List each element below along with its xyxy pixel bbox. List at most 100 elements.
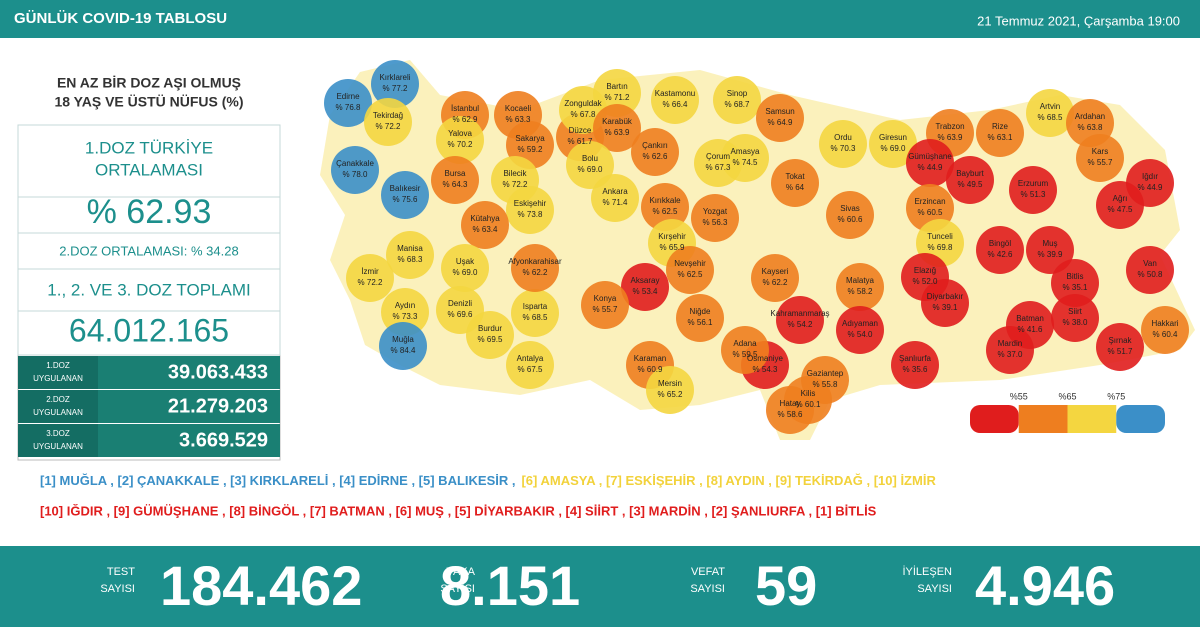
province-name: Adana xyxy=(733,339,757,348)
province xyxy=(641,183,689,231)
province xyxy=(766,386,814,434)
province-value: % 55.7 xyxy=(593,305,618,314)
panel-box xyxy=(17,310,281,356)
stat-label: SAYISI xyxy=(100,583,135,595)
dose-value: 39.063.433 xyxy=(168,361,268,383)
province-name: Kütahya xyxy=(470,214,500,223)
province-value: % 44.9 xyxy=(918,163,943,172)
province-name: Bursa xyxy=(445,169,466,178)
province-name: Kastamonu xyxy=(655,89,695,98)
province xyxy=(506,341,554,389)
province-value: % 39.9 xyxy=(1038,250,1063,259)
province-value: % 71.2 xyxy=(605,93,630,102)
legend-label: %65 xyxy=(1058,391,1076,401)
province-value: % 41.6 xyxy=(1018,325,1043,334)
stat-value: 59 xyxy=(755,554,817,617)
province-name: Ankara xyxy=(602,187,628,196)
province-value: % 68.5 xyxy=(1038,113,1063,122)
province-value: % 69.0 xyxy=(881,144,906,153)
province xyxy=(346,254,394,302)
province-name: Bitlis xyxy=(1067,272,1084,281)
province-value: % 39.1 xyxy=(933,303,958,312)
province-name: Bartın xyxy=(606,82,627,91)
province-name: Hatay xyxy=(780,399,801,408)
total-label: 1., 2. VE 3. DOZ TOPLAMI xyxy=(47,280,250,299)
province-name: Tokat xyxy=(785,172,805,181)
province xyxy=(324,79,372,127)
province-value: % 69.0 xyxy=(453,268,478,277)
header-title: GÜNLÜK COVID-19 TABLOSU xyxy=(14,10,227,27)
province-name: Zonguldak xyxy=(564,99,602,108)
province-value: % 84.4 xyxy=(391,346,416,355)
province xyxy=(946,156,994,204)
province xyxy=(379,322,427,370)
province-name: Bolu xyxy=(582,154,598,163)
province-value: % 35.1 xyxy=(1063,283,1088,292)
province-value: % 71.4 xyxy=(603,198,628,207)
province-name: Çanakkale xyxy=(336,159,374,168)
province-name: Rize xyxy=(992,122,1009,131)
header-bar xyxy=(0,0,1200,38)
province-value: % 62.2 xyxy=(523,268,548,277)
province-value: % 64 xyxy=(786,183,805,192)
province-name: İzmir xyxy=(361,267,379,276)
province-name: Tunceli xyxy=(927,232,953,241)
province-name: Diyarbakır xyxy=(927,292,964,301)
province xyxy=(906,139,954,187)
province-value: % 68.3 xyxy=(398,255,423,264)
province-name: Tekirdağ xyxy=(373,111,403,120)
province-name: Balıkesir xyxy=(390,184,421,193)
province xyxy=(713,76,761,124)
province-value: % 60.5 xyxy=(918,208,943,217)
province xyxy=(381,288,429,336)
province-name: Van xyxy=(1143,259,1157,268)
ranking-first: [1] MUĞLA , [2] ÇANAKKALE , [3] KIRKLARE… xyxy=(40,473,515,488)
dose-label-bg xyxy=(18,390,98,423)
province-value: % 59.5 xyxy=(733,350,758,359)
province xyxy=(581,281,629,329)
province-value: % 63.1 xyxy=(988,133,1013,142)
province-name: Isparta xyxy=(523,302,548,311)
province-name: Amasya xyxy=(731,147,760,156)
dose-label: 1.DOZ xyxy=(46,361,70,370)
province-value: % 47.5 xyxy=(1108,205,1133,214)
province-name: Elazığ xyxy=(914,266,936,275)
province xyxy=(436,286,484,334)
province-value: % 69.8 xyxy=(928,243,953,252)
dose-value: 21.279.203 xyxy=(168,395,268,417)
province-name: Uşak xyxy=(456,257,475,266)
province xyxy=(593,69,641,117)
dose-label: UYGULANAN xyxy=(33,408,83,417)
province-value: % 70.2 xyxy=(448,140,473,149)
province-value: % 59.2 xyxy=(518,145,543,154)
province-name: Hakkari xyxy=(1151,319,1178,328)
province xyxy=(666,246,714,294)
province-name: Gaziantep xyxy=(807,369,844,378)
province xyxy=(976,109,1024,157)
province-name: Trabzon xyxy=(935,122,964,131)
province-value: % 62.5 xyxy=(653,207,678,216)
stat-value: 4.946 xyxy=(975,554,1115,617)
province-name: Kırşehir xyxy=(658,232,686,241)
province-name: Konya xyxy=(594,294,617,303)
province-name: Düzce xyxy=(569,126,592,135)
province xyxy=(1126,246,1174,294)
province xyxy=(756,94,804,142)
province-value: % 56.1 xyxy=(688,318,713,327)
province xyxy=(819,120,867,168)
province xyxy=(631,128,679,176)
province-name: Manisa xyxy=(397,244,423,253)
legend-swatch xyxy=(1018,405,1068,433)
province-name: Aydın xyxy=(395,301,415,310)
dose-label: UYGULANAN xyxy=(33,374,83,383)
province xyxy=(593,104,641,152)
dose2-avg: 2.DOZ ORTALAMASI: % 34.28 xyxy=(59,243,238,258)
province xyxy=(1026,89,1074,137)
province xyxy=(441,244,489,292)
province-name: Artvin xyxy=(1040,102,1060,111)
province-value: % 61.7 xyxy=(568,137,593,146)
province-name: Çankırı xyxy=(642,141,668,150)
province-name: Kırıkkale xyxy=(649,196,681,205)
stat-label: İYİLEŞEN xyxy=(902,565,952,578)
province-name: Yalova xyxy=(448,129,472,138)
